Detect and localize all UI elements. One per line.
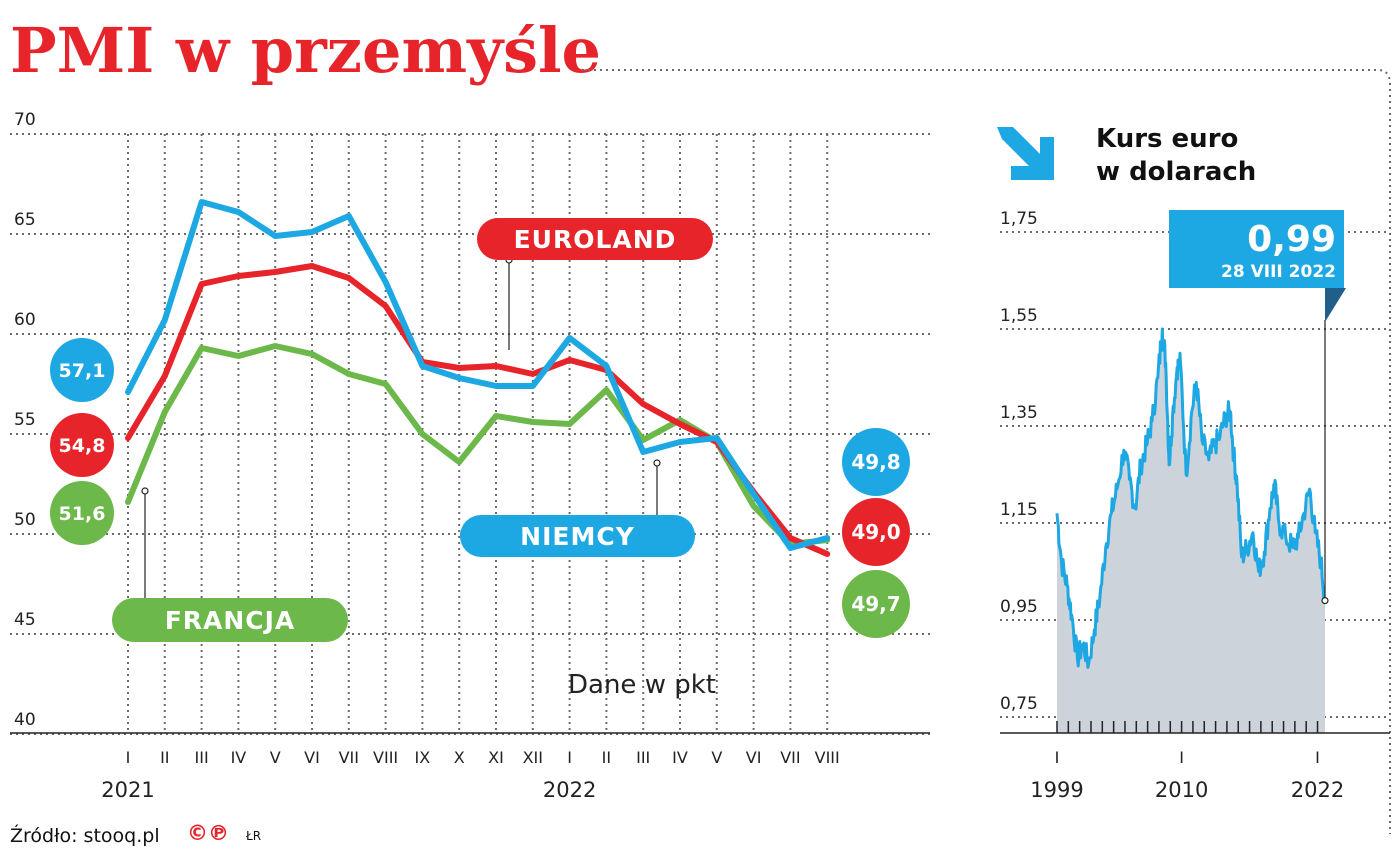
header-border — [582, 69, 1391, 834]
fx-area-fill — [1057, 329, 1325, 733]
end-value-label: 49,0 — [851, 520, 900, 544]
pmi-leaders — [141, 256, 661, 598]
callout-value: 0,99 — [1247, 219, 1336, 260]
fx-x-label: 2022 — [1291, 778, 1344, 802]
x-tick-label: IV — [672, 748, 688, 767]
copyright-marks: ©℗ — [187, 821, 229, 845]
fx-y-tick-label: 1,75 — [1000, 209, 1038, 229]
x-tick-label: III — [195, 748, 209, 767]
fx-rate-line — [1055, 327, 1327, 669]
start-value-label: 57,1 — [59, 360, 106, 382]
year-label: 2022 — [543, 778, 596, 802]
fx-title-line2: w dolarach — [1096, 157, 1256, 187]
series-name: NIEMCY — [520, 522, 635, 551]
callout-dot — [1321, 596, 1329, 605]
fx-x-label: 2010 — [1155, 778, 1208, 802]
pmi-x-axis: I II III IV V VI VII VIII IX X XI XII I II III IV V VI VII… — [101, 748, 839, 802]
series-line-niemcy — [125, 199, 831, 551]
x-tick-label: II — [160, 748, 169, 767]
series-label-francja: FRANCJA — [112, 598, 348, 642]
x-tick-label: IV — [231, 748, 247, 767]
series-name: FRANCJA — [165, 606, 296, 635]
fx-x-axis: I 1999 I 2010 I 2022 — [1030, 721, 1344, 802]
y-tick-label: 70 — [14, 110, 36, 130]
pmi-lines — [125, 199, 831, 557]
x-tick-label: VII — [339, 748, 359, 767]
series-label-niemcy: NIEMCY — [460, 515, 695, 557]
start-value-badge: 54,8 — [50, 413, 114, 477]
x-tick-label: V — [270, 748, 281, 767]
start-value-badge: 57,1 — [50, 338, 114, 402]
y-tick-label: 50 — [14, 510, 36, 530]
end-value-label: 49,7 — [851, 592, 900, 616]
arrow-down-right-icon — [997, 127, 1054, 180]
page-title: PMI w przemyśle — [10, 14, 601, 87]
fx-x-label: 1999 — [1030, 778, 1083, 802]
y-tick-label: 55 — [14, 410, 36, 430]
year-label: 2021 — [101, 778, 154, 802]
fx-x-major-tick: I — [1179, 748, 1184, 767]
fx-y-tick-label: 1,35 — [1000, 403, 1038, 423]
series-label-euroland: EUROLAND — [477, 218, 713, 260]
end-value-label: 49,8 — [851, 450, 900, 474]
x-tick-label: X — [454, 748, 465, 767]
y-tick-label: 45 — [14, 610, 36, 630]
x-tick-label: V — [711, 748, 722, 767]
fx-title-line1: Kurs euro — [1096, 124, 1238, 154]
fx-y-tick-label: 0,75 — [1000, 694, 1038, 714]
x-tick-label: I — [126, 748, 131, 767]
y-tick-label: 65 — [14, 210, 36, 230]
x-tick-label: IX — [415, 748, 431, 767]
leader-dot — [653, 459, 661, 467]
start-value-label: 54,8 — [59, 435, 106, 457]
end-value-badge: 49,8 — [842, 428, 910, 496]
start-value-label: 51,6 — [59, 503, 106, 525]
series-name: EUROLAND — [514, 225, 677, 254]
x-tick-label: VI — [746, 748, 762, 767]
author-initials: ŁR — [245, 829, 261, 843]
pmi-grid — [10, 133, 930, 735]
x-tick-label: VII — [780, 748, 800, 767]
x-tick-label: III — [636, 748, 650, 767]
callout-box — [1169, 210, 1344, 288]
callout-flag — [1325, 288, 1346, 322]
end-value-badge: 49,0 — [842, 498, 910, 566]
y-tick-label: 60 — [14, 310, 36, 330]
fx-area — [1055, 327, 1327, 733]
x-tick-label: I — [567, 748, 572, 767]
fx-y-axis: 1,75 1,55 1,35 1,15 0,95 0,75 — [1000, 209, 1038, 714]
leader-dot — [141, 487, 149, 495]
pmi-y-axis: 70 65 60 55 50 45 40 — [14, 110, 36, 730]
start-value-badge: 51,6 — [50, 481, 114, 545]
fx-y-tick-label: 0,95 — [1000, 597, 1038, 617]
x-tick-label: VI — [304, 748, 320, 767]
x-tick-label: XII — [523, 748, 543, 767]
fx-y-tick-label: 1,55 — [1000, 306, 1038, 326]
fx-x-major-tick: I — [1055, 748, 1060, 767]
y-tick-label: 40 — [14, 710, 36, 730]
x-tick-label: VIII — [815, 748, 840, 767]
x-tick-label: II — [602, 748, 611, 767]
fx-x-major-tick: I — [1315, 748, 1320, 767]
source-note: Źródło: stooq.pl — [10, 824, 160, 847]
x-tick-label: XI — [488, 748, 504, 767]
end-value-badge: 49,7 — [842, 570, 910, 638]
fx-y-tick-label: 1,15 — [1000, 500, 1038, 520]
callout-date: 28 VIII 2022 — [1221, 262, 1336, 282]
unit-note: Dane w pkt — [568, 670, 716, 700]
series-line-euroland — [125, 263, 831, 557]
pmi-badges: 57,1 49,8 54,8 49,0 51,6 49,7 NIEMCY EUROLAND FR… — [50, 218, 910, 642]
x-tick-label: VIII — [373, 748, 398, 767]
